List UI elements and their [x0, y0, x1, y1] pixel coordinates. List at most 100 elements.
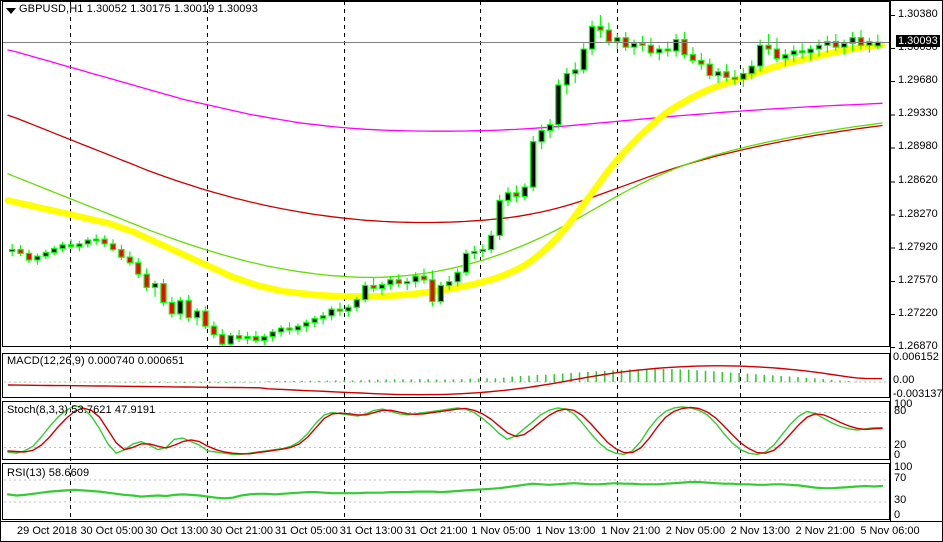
price-axis-label: 1.30380: [898, 8, 938, 20]
candle-body: [336, 308, 344, 312]
candle-body: [488, 234, 495, 251]
candle-body: [235, 335, 243, 340]
candle-body: [286, 327, 293, 331]
candle-body: [513, 192, 520, 198]
rsi-indicator-label: RSI(13) 58.6609: [7, 467, 90, 479]
time-axis-label: 31 Oct 21:00: [404, 525, 468, 537]
candle-body: [479, 249, 487, 253]
price-axis-label: 1.29330: [898, 107, 938, 120]
candle-body: [362, 284, 369, 301]
candle-body: [227, 335, 234, 345]
candle-body: [790, 50, 798, 56]
candle-body: [59, 244, 66, 250]
rsi-axis-label-70: 70: [894, 471, 907, 484]
candle-body: [92, 238, 100, 242]
macd-axis-label-max: 0.006152: [893, 351, 939, 363]
candle-body: [706, 63, 713, 77]
time-axis-label: 29 Oct 2018: [17, 525, 77, 537]
candle-body: [773, 48, 781, 60]
candle-body: [639, 42, 646, 46]
macd-axis-label-zero: 0.00: [893, 374, 915, 387]
candle-body: [151, 283, 159, 289]
price-axis-label: 1.28270: [898, 207, 938, 220]
candle-body: [437, 284, 445, 303]
candle-body: [244, 336, 251, 340]
candle-body: [824, 40, 831, 46]
candle-body: [135, 262, 142, 275]
candle-body: [698, 59, 705, 65]
time-axis-label: 2 Nov 13:00: [730, 525, 790, 537]
candle-body: [664, 48, 671, 52]
candle-body: [177, 300, 184, 315]
candle-body: [597, 25, 604, 31]
candle-body: [76, 243, 83, 248]
candle-body: [126, 256, 134, 264]
candle-body: [546, 124, 554, 131]
time-axis-label: 30 Oct 21:00: [210, 525, 274, 537]
candle-body: [387, 279, 394, 286]
candle-body: [454, 271, 461, 283]
symbol-header: GBPUSD,H1 1.30052 1.30175 1.30019 1.3009…: [19, 3, 258, 15]
price-axis-label: 1.27570: [898, 273, 938, 286]
candle-body: [25, 252, 33, 261]
rsi-axis-label-30: 30: [894, 494, 907, 507]
price-panel-frame: [2, 1, 890, 347]
candle-body: [462, 252, 470, 273]
time-axis-label: 1 Nov 13:00: [536, 525, 596, 537]
candle-body: [504, 192, 512, 202]
candle-body: [42, 251, 50, 257]
candle-body: [420, 275, 428, 281]
candle-body: [555, 84, 562, 126]
candle-body: [714, 71, 722, 77]
candle-body: [84, 239, 91, 245]
candle-body: [521, 186, 529, 198]
candle-body: [34, 255, 41, 261]
macd-histogram: [7, 368, 883, 384]
candle-body: [580, 48, 587, 71]
candle-body: [202, 310, 209, 327]
candle-body: [857, 37, 865, 46]
candle-body: [395, 279, 403, 285]
candle-body: [319, 315, 327, 320]
time-axis-label: 2 Nov 05:00: [665, 525, 726, 537]
stoch-axis-label-0: 0: [894, 449, 901, 461]
candle-body: [143, 273, 150, 289]
time-axis-label: 1 Nov 21:00: [600, 525, 661, 537]
triangle-down-icon[interactable]: [6, 8, 16, 14]
candle-body: [798, 50, 806, 54]
candle-body: [345, 306, 352, 312]
candle-body: [756, 44, 764, 67]
candle-body: [588, 25, 596, 50]
rsi-panel-frame: [2, 463, 890, 520]
candle-body: [614, 37, 621, 43]
candle-body: [50, 248, 58, 254]
macd-panel-frame: [2, 353, 890, 398]
time-axis-label: 5 Nov 06:00: [860, 525, 920, 537]
candle-body: [9, 249, 16, 253]
candle-body: [832, 40, 840, 48]
macd-axis-label-min: -0.003137: [893, 388, 943, 400]
ma-line-red: [7, 114, 883, 224]
candle-body: [185, 300, 192, 319]
time-axis-label: 30 Oct 13:00: [145, 525, 209, 537]
price-axis-label: 1.27220: [898, 306, 938, 319]
candle-body: [807, 48, 814, 54]
candle-body: [471, 250, 478, 254]
price-axis-label: 1.28620: [898, 174, 938, 187]
candle-body: [731, 76, 739, 80]
macd-indicator-label: MACD(12,26,9) 0.000740 0.000651: [7, 355, 185, 367]
candle-body: [723, 71, 730, 79]
candle-body: [17, 249, 24, 255]
candle-body: [404, 281, 411, 285]
time-axis-label: 31 Oct 13:00: [339, 525, 403, 537]
current-price-tag: 1.30093: [896, 34, 940, 47]
candle-body: [748, 65, 755, 75]
time-axis-label: 1 Nov 05:00: [471, 525, 531, 537]
candle-body: [815, 44, 823, 50]
time-axis-label: 31 Oct 05:00: [274, 525, 338, 537]
candlestick-series: [9, 15, 882, 347]
rsi-axis-label-0: 0: [894, 509, 901, 521]
stoch-d-line: [7, 406, 883, 455]
candle-body: [67, 244, 75, 248]
